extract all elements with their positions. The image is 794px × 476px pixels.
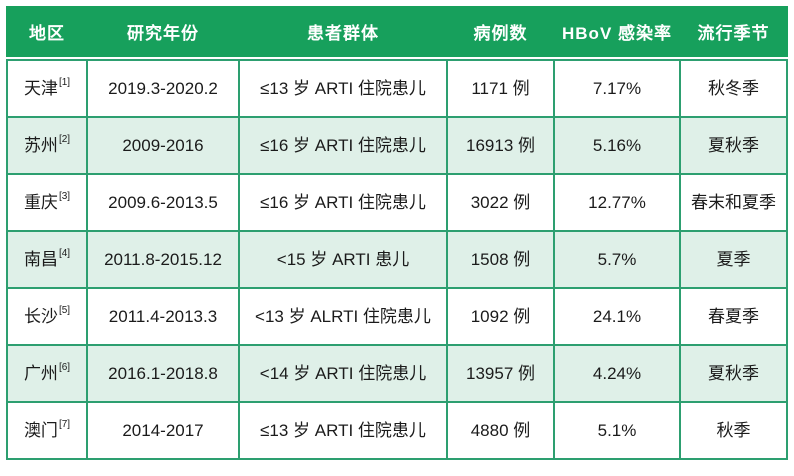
region-name: 澳门 <box>23 420 58 440</box>
cell-region: 广州 [6] <box>8 346 86 401</box>
cell-cases: 1092 例 <box>448 289 553 344</box>
cell-rate: 12.77% <box>555 175 679 230</box>
cell-season: 夏季 <box>681 232 786 287</box>
cell-rate: 24.1% <box>555 289 679 344</box>
cell-rate: 7.17% <box>555 61 679 116</box>
table-row: 南昌 [4] 2011.8-2015.12 <15 岁 ARTI 患儿 1508 … <box>8 232 786 287</box>
table-row: 广州 [6] 2016.1-2018.8 <14 岁 ARTI 住院患儿 1395… <box>8 346 786 401</box>
cell-cases: 3022 例 <box>448 175 553 230</box>
cell-region: 苏州 [2] <box>8 118 86 173</box>
region-name: 广州 <box>23 363 58 383</box>
region-name: 长沙 <box>23 306 58 326</box>
reference-superscript: [7] <box>58 418 71 430</box>
col-header-cases: 病例数 <box>473 24 528 43</box>
cell-cases: 16913 例 <box>448 118 553 173</box>
cell-region: 天津 [1] <box>8 61 86 116</box>
table-row: 澳门 [7] 2014-2017 ≤13 岁 ARTI 住院患儿 4880 例 5… <box>8 403 786 458</box>
cell-cases: 4880 例 <box>448 403 553 458</box>
reference-superscript: [2] <box>58 133 71 145</box>
cell-population: ≤16 岁 ARTI 住院患儿 <box>240 118 446 173</box>
hbov-region-table: 地区 研究年份 患者群体 病例数 HBoV 感染率 流行季节 天津 [1] 201… <box>6 6 788 460</box>
cell-population: ≤13 岁 ARTI 住院患儿 <box>240 403 446 458</box>
cell-years: 2011.8-2015.12 <box>88 232 238 287</box>
cell-region: 南昌 [4] <box>8 232 86 287</box>
col-header-season: 流行季节 <box>697 24 770 43</box>
cell-rate: 5.16% <box>555 118 679 173</box>
cell-population: <15 岁 ARTI 患儿 <box>240 232 446 287</box>
cell-season: 秋冬季 <box>681 61 786 116</box>
col-header-region: 地区 <box>29 24 65 43</box>
col-header-years: 研究年份 <box>127 24 199 43</box>
cell-years: 2019.3-2020.2 <box>88 61 238 116</box>
reference-superscript: [5] <box>58 304 71 316</box>
col-header-rate: HBoV 感染率 <box>562 24 672 43</box>
cell-years: 2011.4-2013.3 <box>88 289 238 344</box>
cell-population: ≤16 岁 ARTI 住院患儿 <box>240 175 446 230</box>
cell-rate: 5.7% <box>555 232 679 287</box>
reference-superscript: [3] <box>58 190 71 202</box>
table-header-row: 地区 研究年份 患者群体 病例数 HBoV 感染率 流行季节 <box>6 6 788 57</box>
region-name: 天津 <box>23 78 58 98</box>
reference-superscript: [4] <box>58 247 71 259</box>
table-row: 天津 [1] 2019.3-2020.2 ≤13 岁 ARTI 住院患儿 1171… <box>8 61 786 116</box>
cell-region: 澳门 [7] <box>8 403 86 458</box>
reference-superscript: [6] <box>58 361 71 373</box>
cell-season: 夏秋季 <box>681 118 786 173</box>
cell-years: 2009.6-2013.5 <box>88 175 238 230</box>
table-row: 重庆 [3] 2009.6-2013.5 ≤16 岁 ARTI 住院患儿 3022… <box>8 175 786 230</box>
table-body: 天津 [1] 2019.3-2020.2 ≤13 岁 ARTI 住院患儿 1171… <box>6 59 788 460</box>
cell-cases: 1171 例 <box>448 61 553 116</box>
cell-years: 2016.1-2018.8 <box>88 346 238 401</box>
cell-cases: 1508 例 <box>448 232 553 287</box>
cell-region: 重庆 [3] <box>8 175 86 230</box>
cell-cases: 13957 例 <box>448 346 553 401</box>
cell-season: 秋季 <box>681 403 786 458</box>
table-row: 长沙 [5] 2011.4-2013.3 <13 岁 ALRTI 住院患儿 109… <box>8 289 786 344</box>
cell-population: <13 岁 ALRTI 住院患儿 <box>240 289 446 344</box>
cell-years: 2009-2016 <box>88 118 238 173</box>
cell-population: <14 岁 ARTI 住院患儿 <box>240 346 446 401</box>
col-header-population: 患者群体 <box>307 24 379 43</box>
cell-season: 夏秋季 <box>681 346 786 401</box>
table-row: 苏州 [2] 2009-2016 ≤16 岁 ARTI 住院患儿 16913 例 … <box>8 118 786 173</box>
region-name: 苏州 <box>23 135 58 155</box>
region-name: 重庆 <box>23 192 58 212</box>
cell-years: 2014-2017 <box>88 403 238 458</box>
cell-rate: 4.24% <box>555 346 679 401</box>
cell-season: 春末和夏季 <box>681 175 786 230</box>
reference-superscript: [1] <box>58 76 71 88</box>
cell-season: 春夏季 <box>681 289 786 344</box>
cell-rate: 5.1% <box>555 403 679 458</box>
cell-region: 长沙 [5] <box>8 289 86 344</box>
region-name: 南昌 <box>23 249 58 269</box>
cell-population: ≤13 岁 ARTI 住院患儿 <box>240 61 446 116</box>
